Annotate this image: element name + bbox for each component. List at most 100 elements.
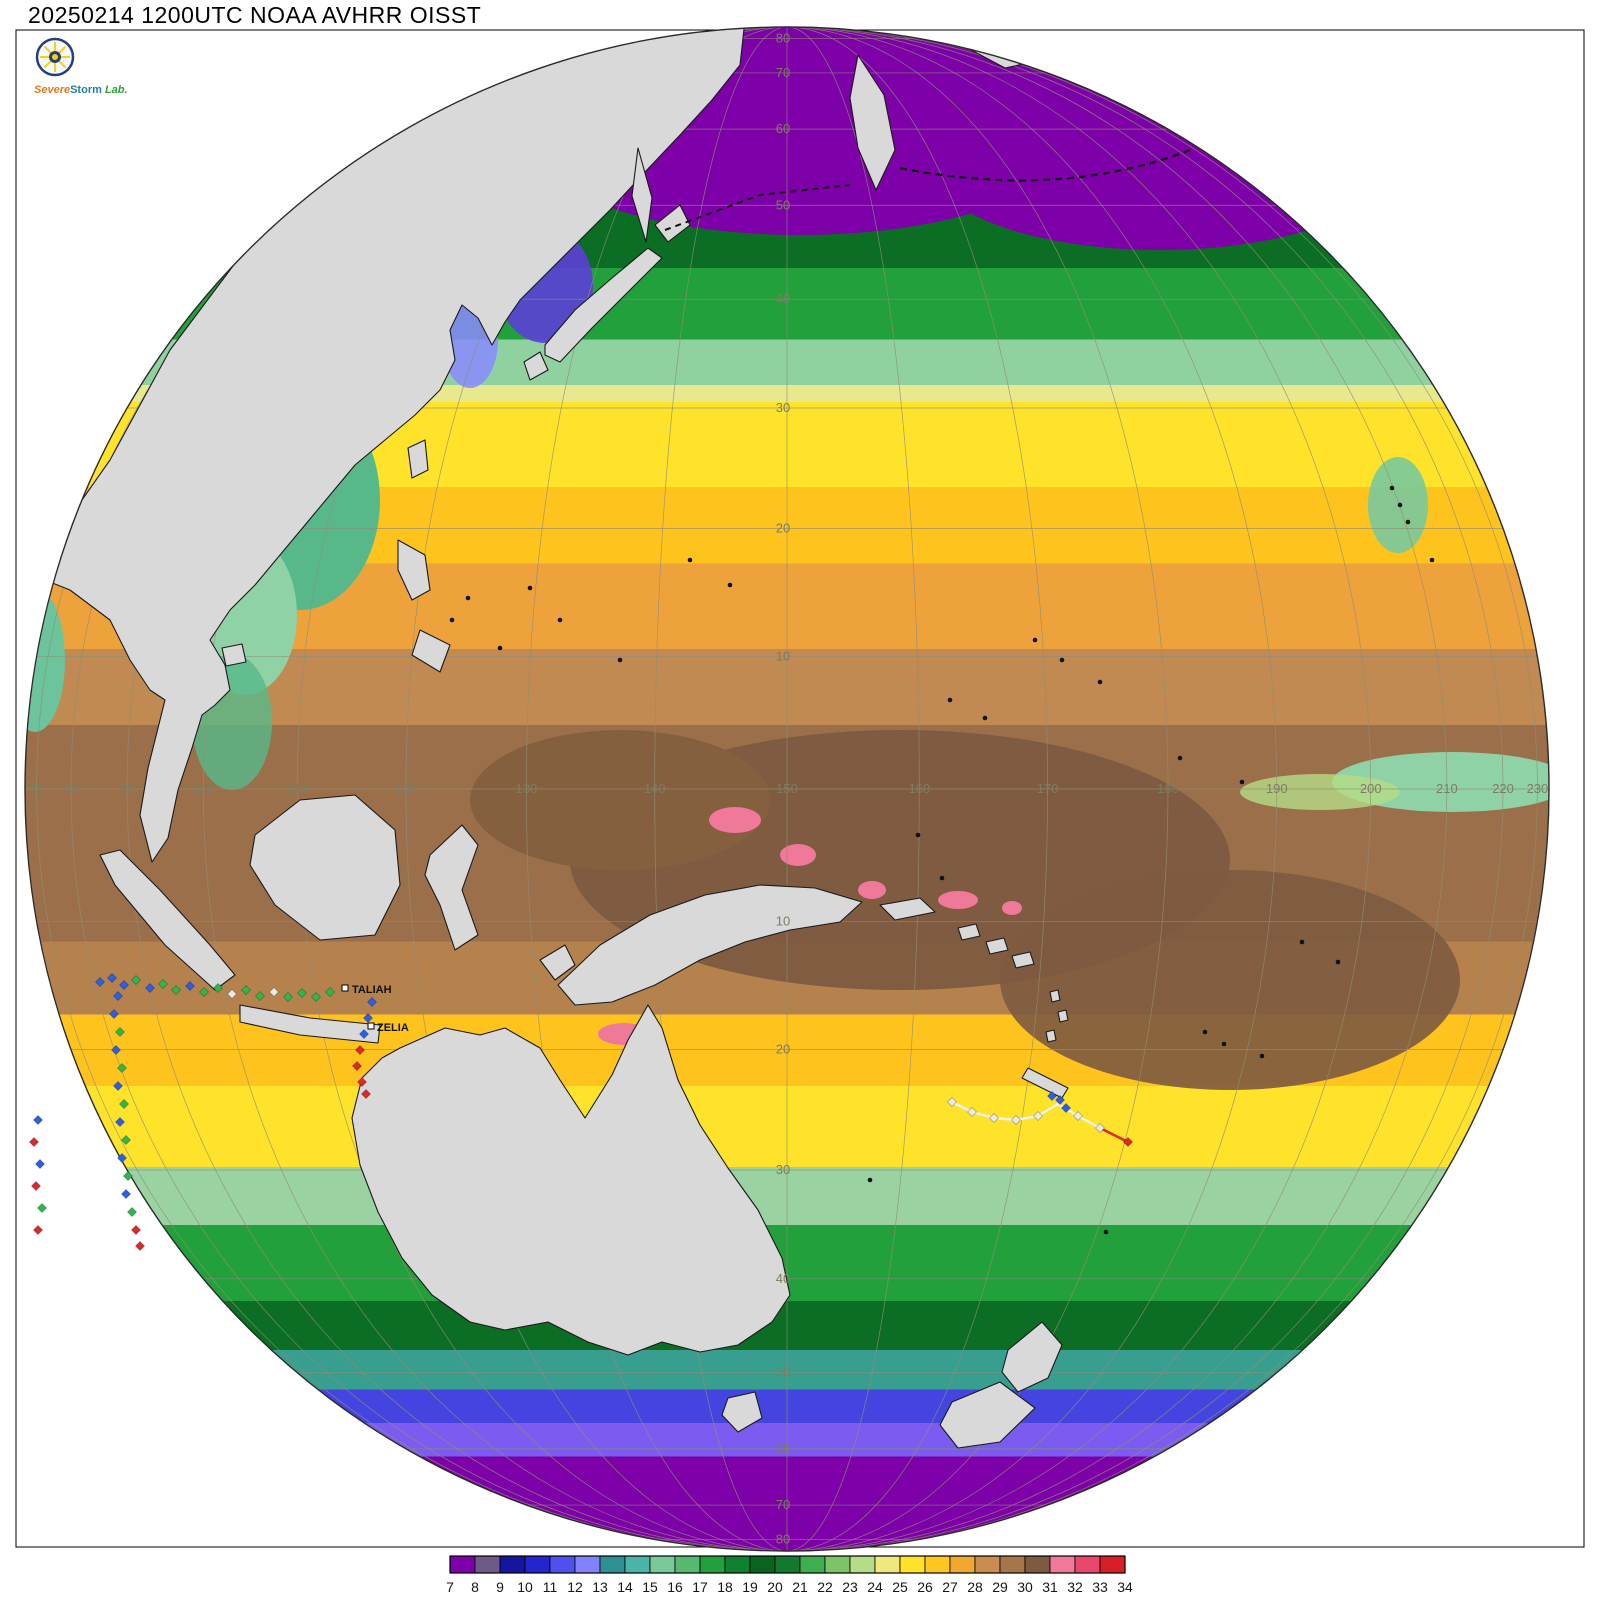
colorbar-tick-label: 13: [592, 1579, 608, 1595]
storm-track-marker: [113, 1081, 123, 1091]
island-dot: [497, 645, 503, 651]
colorbar-tick-label: 22: [817, 1579, 833, 1595]
storm-track-marker: [109, 1009, 119, 1019]
storm-track-marker: [33, 1225, 43, 1235]
island-dot: [465, 595, 471, 601]
land-tasmania: [721, 1391, 763, 1433]
lat-label: 10: [776, 649, 790, 664]
island-dot: [1097, 679, 1103, 685]
colorbar-tick-label: 17: [692, 1579, 708, 1595]
storm-track-marker: [135, 1241, 145, 1251]
storm-track-marker: [199, 987, 209, 997]
island-dot: [557, 617, 563, 623]
colorbar-cell: [974, 1555, 1001, 1574]
island-dot: [982, 715, 988, 721]
island-dot: [1259, 1053, 1265, 1059]
colorbar-tick-label: 15: [642, 1579, 658, 1595]
island-dot: [1405, 519, 1411, 525]
lon-label: 200: [1360, 781, 1382, 796]
storm-track-marker: [297, 988, 307, 998]
island-arcs: [664, 148, 1191, 231]
lon-label: 140: [644, 781, 666, 796]
colorbar-tick-label: 10: [517, 1579, 533, 1595]
ssl-logo-emblem: [35, 37, 75, 77]
ssl-logo: SevereStorm Lab.: [34, 36, 134, 96]
colorbar-tick-label: 7: [446, 1579, 454, 1595]
lon-label: 100: [192, 781, 214, 796]
colorbar-tick-label: 8: [471, 1579, 479, 1595]
lat-label: 30: [776, 1162, 790, 1177]
land-birdshead: [539, 944, 576, 981]
colorbar-tick-label: 27: [942, 1579, 958, 1595]
storm-track-marker: [367, 997, 377, 1007]
colorbar-cell: [799, 1555, 826, 1574]
land-nz-south: [939, 1381, 1036, 1449]
land-mindanao: [411, 629, 451, 673]
globe-outline: [24, 26, 1550, 1552]
storm-track-marker: [117, 1153, 127, 1163]
storm-track-marker: [283, 992, 293, 1002]
island-dot: [1103, 1229, 1109, 1235]
lat-label: 60: [776, 1441, 790, 1456]
colorbar-cell: [924, 1555, 951, 1574]
island-dot: [449, 617, 455, 623]
storm-track-marker: [35, 1159, 45, 1169]
storm-label: TALIAH: [352, 984, 392, 996]
storm-track-marker: [111, 1045, 121, 1055]
storm-track-marker: [355, 1045, 365, 1055]
colorbar-tick-label: 12: [567, 1579, 583, 1595]
land-luzon: [397, 539, 431, 601]
storm-track-marker: [185, 981, 195, 991]
island-dot: [1032, 637, 1038, 643]
ssl-logo-text: SevereStorm Lab.: [34, 84, 134, 96]
colorbar-cell: [699, 1555, 726, 1574]
land-solomon-2: [985, 937, 1009, 955]
lon-label: 150: [776, 781, 798, 796]
storm-track-marker: [145, 983, 155, 993]
storm-track-marker: [1073, 1111, 1083, 1121]
island-dot: [1389, 485, 1395, 491]
colorbar-cell: [899, 1555, 926, 1574]
lat-label: 50: [776, 1365, 790, 1380]
land-vanuatu-2: [1057, 1009, 1069, 1023]
land-nz-north: [1001, 1321, 1063, 1393]
storm-position-marker: [367, 1022, 375, 1030]
lat-label: 30: [776, 400, 790, 415]
island-dot: [727, 582, 733, 588]
land-borneo: [249, 794, 401, 941]
island-dot: [527, 585, 533, 591]
lon-label: 180: [1157, 781, 1179, 796]
storm-track-marker: [131, 1225, 141, 1235]
storm-track-marker: [1011, 1115, 1021, 1125]
land-solomon-3: [1011, 951, 1035, 969]
storm-track-marker: [127, 1207, 137, 1217]
land-sakhalin: [631, 147, 653, 243]
lat-label: 10: [776, 913, 790, 928]
lon-label: 130: [516, 781, 538, 796]
colorbar-cell: [499, 1555, 526, 1574]
storm-track-marker: [1055, 1095, 1065, 1105]
island-dot: [867, 1177, 873, 1183]
land-hokkaido: [654, 204, 691, 243]
storm-track-marker: [255, 991, 265, 1001]
lat-label: 20: [776, 520, 790, 535]
colorbar-tick-label: 14: [617, 1579, 633, 1595]
aleutian-arc: [899, 148, 1191, 182]
storm-track-marker: [107, 973, 117, 983]
storm-track-marker: [269, 987, 279, 997]
island-dot: [1059, 657, 1065, 663]
lon-label: 120: [395, 781, 417, 796]
colorbar-tick-label: 29: [992, 1579, 1008, 1595]
storm-track-marker: [29, 1137, 39, 1147]
storm-track-marker: [311, 992, 321, 1002]
colorbar: 7 8 9 10 11 12 13 14 15 16 17 18 19 20 21 22 23 24 25 26 27 2…: [446, 1555, 1133, 1595]
lon-label: 170: [1037, 781, 1059, 796]
colorbar-cell: [724, 1555, 751, 1574]
storm-track-marker: [113, 991, 123, 1001]
lon-label: 190: [1266, 781, 1288, 796]
colorbar-cell: [1099, 1555, 1126, 1574]
island-dot: [947, 697, 953, 703]
land-newbritain: [879, 897, 936, 921]
